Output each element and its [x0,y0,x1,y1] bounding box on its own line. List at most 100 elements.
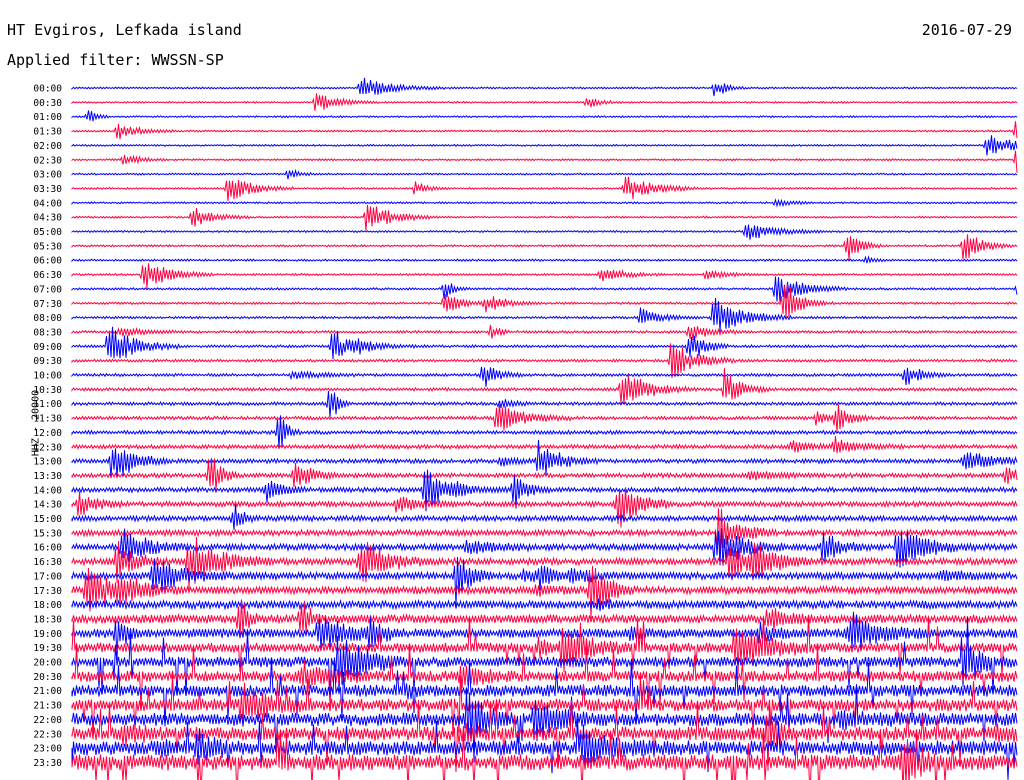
trace-1600 [71,528,1018,568]
tick-label-1200: 12:00 [33,428,62,439]
trace-2130 [71,673,1018,740]
trace-2100 [71,657,1018,727]
tick-label-0130: 01:30 [33,127,62,138]
trace-0800 [71,297,1018,332]
trace-0230 [71,150,1018,173]
trace-1730 [71,565,1018,619]
trace-2330 [71,729,1018,780]
tick-label-1600: 16:00 [33,543,62,554]
trace-1530 [71,508,1018,558]
tick-label-1030: 10:30 [33,385,62,396]
trace-1630 [71,537,1018,590]
tick-label-2030: 20:30 [33,672,62,683]
tick-label-0930: 09:30 [33,356,62,367]
tick-label-1230: 12:30 [33,442,62,453]
tick-label-1700: 17:00 [33,571,62,582]
tick-label-1830: 18:30 [33,614,62,625]
trace-1900 [71,611,1018,660]
trace-0030 [71,93,1018,111]
trace-2230 [71,699,1018,773]
tick-label-0600: 06:00 [33,256,62,267]
trace-0730 [71,283,1018,318]
tick-label-0200: 02:00 [33,141,62,152]
tick-label-0530: 05:30 [33,241,62,252]
tick-label-1100: 11:00 [33,399,62,410]
trace-0400 [71,198,1018,208]
tick-label-0830: 08:30 [33,327,62,338]
tick-label-1330: 13:30 [33,471,62,482]
trace-0830 [71,324,1018,340]
trace-0900 [71,326,1018,360]
trace-1300 [71,439,1018,479]
trace-0200 [71,135,1018,156]
trace-0930 [71,343,1018,379]
date-label: 2016-07-29 [921,21,1012,39]
filter-label: Applied filter: WWSSN-SP [7,51,224,69]
trace-1500 [71,504,1018,531]
tick-label-0430: 04:30 [33,213,62,224]
tick-label-1300: 13:00 [33,457,62,468]
tick-label-1530: 15:30 [33,528,62,539]
tick-label-1800: 18:00 [33,600,62,611]
trace-0100 [71,110,1018,122]
tick-label-2100: 21:00 [33,686,62,697]
tick-label-0630: 06:30 [33,270,62,281]
trace-0330 [71,176,1018,202]
tick-label-2300: 23:00 [33,744,62,755]
trace-1700 [71,557,1018,606]
trace-1130 [71,404,1018,432]
tick-label-0230: 02:30 [33,155,62,166]
trace-1000 [71,366,1018,387]
tick-label-0000: 00:00 [33,84,62,95]
trace-1930 [71,614,1018,677]
tick-label-0400: 04:00 [33,198,62,209]
trace-0430 [71,204,1018,231]
tick-label-2330: 23:30 [33,758,62,769]
tick-label-2000: 20:00 [33,658,62,669]
tick-label-0730: 07:30 [33,299,62,310]
trace-1030 [71,368,1018,405]
trace-1800 [71,598,1018,612]
tick-label-0100: 01:00 [33,112,62,123]
tick-label-0300: 03:00 [33,170,62,181]
tick-label-1630: 16:30 [33,557,62,568]
trace-1400 [71,469,1018,512]
trace-2300 [71,718,1018,780]
tick-label-0700: 07:00 [33,284,62,295]
station-title: HT Evgiros, Lefkada island [7,21,242,39]
trace-2200 [71,684,1018,763]
tick-label-0330: 03:30 [33,184,62,195]
tick-label-1900: 19:00 [33,629,62,640]
trace-0700 [71,276,1018,303]
trace-0600 [71,255,1018,264]
trace-0000 [71,77,1018,97]
trace-0530 [71,234,1018,260]
tick-labels: 00:00 00:30 01:00 01:30 02:00 02:30 03:00 03:30… [33,84,62,769]
tick-label-1930: 19:30 [33,643,62,654]
tick-label-2130: 21:30 [33,701,62,712]
tick-label-0900: 09:00 [33,342,62,353]
tick-label-0800: 08:00 [33,313,62,324]
tick-label-1430: 14:30 [33,500,62,511]
trace-1430 [71,487,1018,528]
trace-1230 [71,436,1018,454]
trace-1200 [71,415,1018,450]
tick-label-1400: 14:00 [33,485,62,496]
trace-0130 [71,121,1018,140]
trace-2030 [71,643,1018,710]
trace-0300 [71,168,1018,180]
trace-lines [71,77,1018,780]
trace-1830 [71,599,1018,639]
tick-label-2230: 22:30 [33,729,62,740]
trace-1330 [71,458,1018,490]
tick-label-1730: 17:30 [33,586,62,597]
trace-0500 [71,224,1018,240]
trace-0630 [71,263,1018,289]
tick-label-1500: 15:00 [33,514,62,525]
tick-label-1000: 10:00 [33,371,62,382]
tick-label-0500: 05:00 [33,227,62,238]
tick-label-2200: 22:00 [33,715,62,726]
trace-1100 [71,390,1018,418]
trace-2000 [71,616,1018,695]
